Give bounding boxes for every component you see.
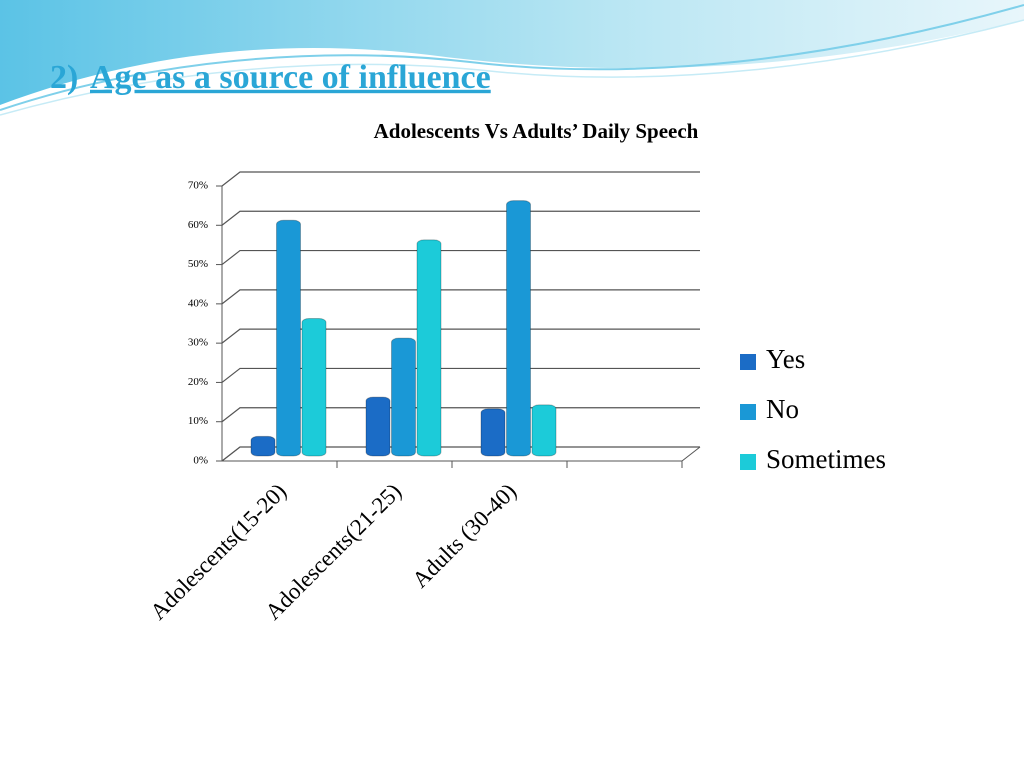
legend-swatch [740,454,756,470]
x-tick-label: Adults (30-40) [407,479,521,593]
legend-swatch [740,354,756,370]
bar [391,337,416,457]
grid-line [221,289,700,305]
grid-line [221,249,700,266]
y-tick-label: 60% [188,219,208,231]
wave-line [0,19,1024,116]
legend-label: Yes [766,344,805,374]
y-tick-label: 70% [188,180,208,192]
slide-title[interactable]: Age as a source of influence [90,59,491,96]
slide-number: 2) [50,59,78,96]
y-tick-label: 30% [188,337,208,349]
bar [531,404,557,457]
bar [250,435,276,457]
bar [365,396,391,457]
legend-label: Sometimes [766,444,886,474]
grid-line [221,171,700,187]
axis-line [681,446,701,462]
bar [480,408,506,457]
bar [301,318,327,457]
bar [416,239,442,457]
y-tick-label: 20% [188,376,208,388]
grid-line [221,367,700,383]
y-tick-label: 10% [188,415,208,427]
y-tick-label: 50% [188,258,208,270]
chart-title: Adolescents Vs Adults’ Daily Speech [374,119,699,143]
y-tick-label: 40% [188,297,208,309]
bar [506,200,531,457]
bar [276,219,301,457]
grid-line [221,328,700,344]
header-wave [0,0,1024,105]
y-tick-label: 0% [193,455,208,467]
legend-swatch [740,404,756,420]
legend-label: No [766,394,799,424]
grid-line [221,210,700,226]
wave-line [0,4,1024,111]
